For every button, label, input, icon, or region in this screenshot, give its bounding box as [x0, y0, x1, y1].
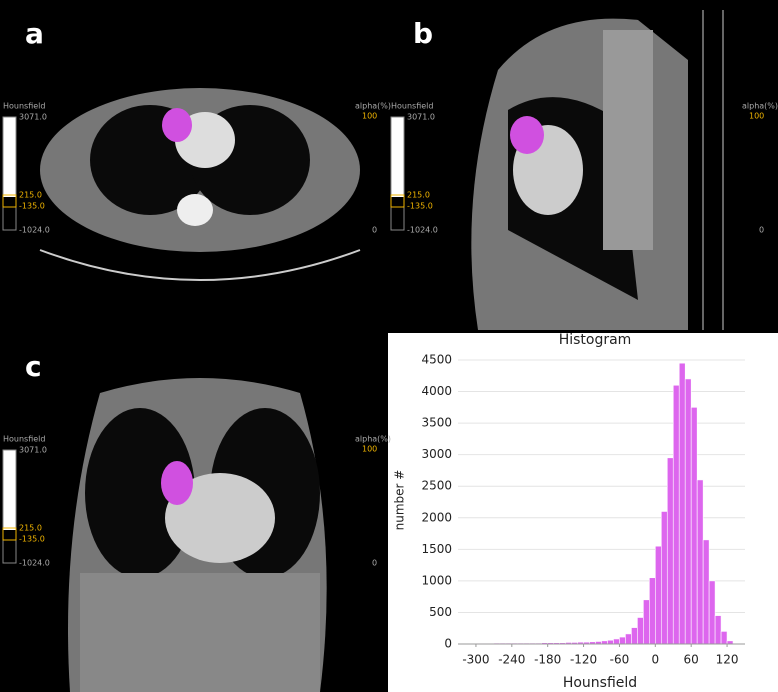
bar	[702, 539, 710, 645]
colorbar-max: 3071.0	[407, 113, 435, 122]
lung	[85, 408, 195, 578]
y-tick-label: 2000	[421, 510, 452, 524]
colorbar	[3, 450, 16, 530]
colorbar-min: -1024.0	[19, 559, 50, 568]
alpha-max: 100	[362, 112, 377, 121]
colorbar-frame	[2, 116, 17, 231]
y-tick-label: 1000	[421, 573, 452, 587]
ct-panel: b Hounsfield 3071.0 215.0 -135.0 -1024.0 alpha…	[390, 10, 778, 331]
bar	[696, 479, 704, 645]
heart	[165, 473, 275, 563]
x-tick-label: -240	[498, 653, 525, 667]
bar	[708, 580, 716, 645]
colorbar-title: Hounsfield	[3, 435, 45, 444]
y-tick-label: 1500	[421, 542, 452, 556]
alpha-title: alpha(%)	[355, 102, 391, 111]
bar	[666, 457, 674, 645]
panel-label: b	[413, 17, 433, 50]
bar	[684, 378, 692, 645]
colorbar-min: -1024.0	[407, 226, 438, 235]
spine	[603, 30, 653, 250]
tumor	[162, 108, 192, 142]
alpha-min: 0	[372, 559, 377, 568]
x-tick-label: -180	[534, 653, 561, 667]
y-tick-label: 4000	[421, 384, 452, 398]
x-axis-label: Hounsfield	[563, 675, 637, 691]
y-tick-label: 4500	[421, 353, 452, 367]
y-tick-label: 3500	[421, 416, 452, 430]
bar	[678, 362, 686, 645]
ct-panel: c Hounsfield 3071.0 215.0 -135.0 -1024.0 alpha…	[2, 350, 391, 692]
bar	[690, 407, 698, 645]
x-tick-label: -60	[610, 653, 630, 667]
window	[2, 194, 17, 208]
alpha-max: 100	[749, 112, 764, 121]
bar	[714, 615, 722, 645]
bar	[619, 636, 626, 645]
panel-label: a	[25, 17, 44, 50]
colorbar-upper: 215.0	[407, 191, 430, 200]
bar	[672, 384, 680, 645]
bar	[649, 577, 656, 645]
colorbar-max: 3071.0	[19, 113, 47, 122]
x-tick-label: 120	[716, 653, 739, 667]
colorbar-max: 3071.0	[19, 446, 47, 455]
colorbar-upper: 215.0	[19, 524, 42, 533]
bar	[643, 599, 650, 645]
colorbar	[391, 117, 404, 197]
colorbar-title: Hounsfield	[3, 102, 45, 111]
y-tick-label: 2500	[421, 479, 452, 493]
chart-title: Histogram	[559, 332, 632, 348]
colorbar-lower: -135.0	[407, 202, 433, 211]
colorbar-lower: -135.0	[19, 535, 45, 544]
bar	[613, 638, 620, 645]
ct-panel: a Hounsfield 3071.0 215.0 -135.0 -1024.0 alpha…	[2, 17, 391, 281]
x-tick-label: -300	[462, 653, 489, 667]
x-tick-label: 0	[651, 653, 659, 667]
colorbar-min: -1024.0	[19, 226, 50, 235]
panel-label: c	[25, 350, 42, 383]
x-tick-label: 60	[684, 653, 699, 667]
bar	[660, 511, 668, 645]
colorbar-lower: -135.0	[19, 202, 45, 211]
y-tick-label: 0	[444, 637, 452, 651]
colorbar	[3, 117, 16, 197]
colorbar-upper: 215.0	[19, 191, 42, 200]
bar	[631, 627, 638, 645]
y-tick-label: 3000	[421, 447, 452, 461]
bar	[607, 639, 614, 645]
bar	[720, 631, 728, 645]
alpha-min: 0	[759, 226, 764, 235]
bar	[637, 617, 644, 645]
y-tick-label: 500	[429, 605, 452, 619]
bar	[625, 633, 632, 645]
bar	[655, 545, 662, 645]
window	[2, 527, 17, 541]
table	[39, 249, 361, 281]
x-tick-label: -120	[570, 653, 597, 667]
spine	[177, 194, 213, 226]
panel-label: d	[396, 337, 416, 370]
alpha-title: alpha(%)	[742, 102, 778, 111]
alpha-min: 0	[372, 226, 377, 235]
y-axis-label: number #	[393, 470, 407, 531]
tumor	[161, 461, 193, 505]
tumor	[510, 116, 544, 154]
alpha-max: 100	[362, 445, 377, 454]
colorbar-frame	[390, 116, 405, 231]
colorbar-frame	[2, 449, 17, 564]
window	[390, 194, 405, 208]
liver	[80, 573, 320, 692]
alpha-title: alpha(%)	[355, 435, 391, 444]
colorbar-title: Hounsfield	[391, 102, 433, 111]
